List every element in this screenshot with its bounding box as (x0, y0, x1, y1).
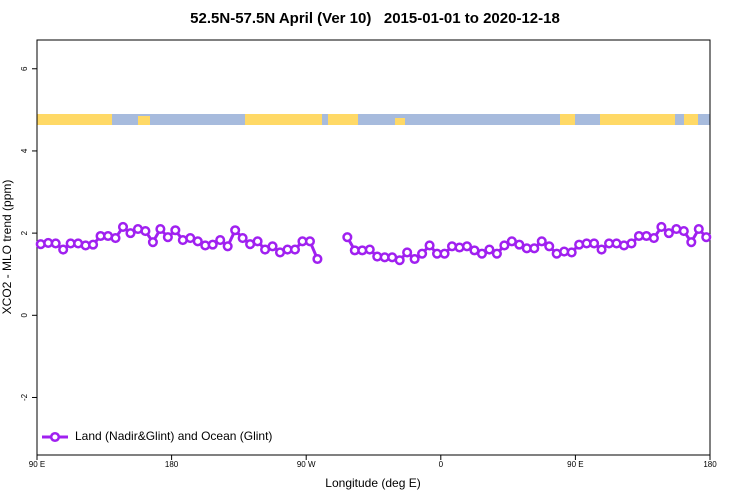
point (424, 240, 435, 251)
point (678, 226, 689, 237)
point (50, 238, 61, 249)
point (686, 237, 697, 248)
point (529, 243, 540, 254)
x-tick-label: 180 (165, 460, 179, 469)
x-axis-label: Longitude (deg E) (325, 476, 420, 490)
point (693, 223, 704, 235)
point (417, 248, 428, 259)
point (88, 239, 99, 250)
x-tick-label: 90 E (29, 460, 45, 469)
land-ocean-strip (37, 114, 710, 125)
point (237, 232, 248, 244)
point (312, 253, 323, 265)
point (536, 236, 547, 247)
x-tick-label: 90 W (297, 460, 316, 469)
point (289, 244, 301, 255)
point (409, 253, 420, 265)
point (215, 235, 226, 246)
point (140, 226, 151, 237)
point (439, 248, 450, 259)
legend-label: Land (Nadir&Glint) and Ocean (Glint) (75, 429, 272, 443)
y-tick-label: 4 (20, 148, 29, 153)
point (267, 241, 278, 252)
point (544, 241, 555, 252)
point (589, 238, 600, 249)
point (147, 237, 158, 248)
point (125, 228, 136, 239)
point (499, 240, 510, 251)
point (491, 248, 502, 259)
point (364, 244, 375, 255)
point (155, 223, 166, 235)
x-tick-label: 0 (439, 460, 444, 469)
point (566, 247, 577, 258)
point (304, 236, 315, 247)
x-tick-label: 180 (703, 460, 717, 469)
point (596, 244, 607, 255)
point (648, 232, 659, 244)
point (117, 221, 129, 233)
point (476, 248, 487, 259)
point (394, 255, 405, 266)
y-tick-label: 2 (20, 230, 29, 235)
point (701, 232, 712, 243)
x-tick-label: 90 E (567, 460, 583, 469)
chart-title: 52.5N-57.5N April (Ver 10) 2015-01-01 to… (190, 10, 560, 27)
point (514, 239, 525, 250)
point (663, 228, 674, 239)
point (626, 238, 637, 249)
point (402, 247, 413, 258)
y-axis-label: XCO2 - MLO trend (ppm) (0, 180, 14, 315)
point (342, 232, 353, 243)
point (252, 236, 263, 247)
legend-marker (49, 431, 61, 443)
point (222, 241, 233, 252)
point (170, 225, 181, 236)
point (58, 244, 69, 255)
point (192, 236, 203, 247)
y-tick-label: 0 (20, 313, 29, 318)
y-tick-label: -2 (20, 393, 29, 401)
point (461, 241, 473, 252)
point (162, 232, 173, 243)
point (207, 239, 218, 250)
point (230, 225, 241, 236)
y-tick-label: 6 (20, 66, 29, 71)
point (656, 221, 667, 233)
point (484, 244, 495, 255)
point (110, 232, 121, 244)
